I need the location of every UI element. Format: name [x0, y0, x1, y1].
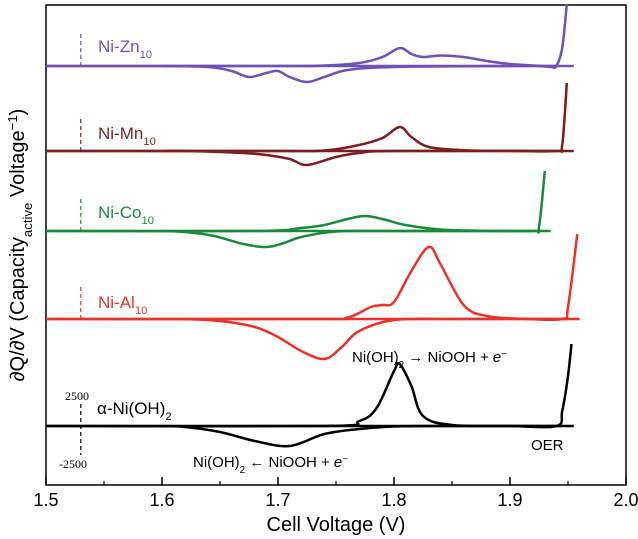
scale-bar-top-label: 2500: [65, 389, 89, 403]
series-ni-zn-discharge-line: [161, 64, 557, 84]
annotations: Ni(OH)2 → NiOOH + e− Ni(OH)2 ← NiOOH + e−…: [193, 349, 564, 476]
series-ni-mn-discharge-line: [161, 149, 557, 167]
y-axis-label: ∂Q/∂V (Capacityactive Voltage−1): [5, 109, 35, 382]
series-ni-oh-discharge-line: [161, 424, 563, 448]
annotation-reduction: Ni(OH)2 ← NiOOH + e−: [193, 454, 348, 476]
x-tick-label: 2.0: [613, 490, 638, 510]
x-tick-label: 1.7: [265, 490, 290, 510]
series-label-ni-oh: α-Ni(OH)2: [97, 399, 172, 423]
series-label-ni-mn: Ni-Mn10: [98, 124, 156, 148]
x-axis: 1.5 1.6 1.7 1.8 1.9 2.0: [33, 477, 638, 510]
series-ni-zn-charge-line: [45, 3, 569, 69]
scale-bar-bottom-label: -2500: [59, 457, 87, 471]
annotation-oer: OER: [531, 437, 564, 454]
series-ni-co-charge-line: [45, 170, 547, 234]
annotation-oxidation: Ni(OH)2 → NiOOH + e−: [352, 349, 507, 371]
series-layer: [45, 3, 580, 448]
series-label-ni-zn: Ni-Zn10: [98, 37, 152, 61]
x-tick-label: 1.8: [381, 490, 406, 510]
labels-layer: Ni-Zn10 Ni-Mn10 Ni-Co10 Ni-Al10 α-Ni(OH)2 250…: [59, 37, 172, 471]
x-axis-label: Cell Voltage (V): [267, 514, 406, 536]
series-label-ni-co: Ni-Co10: [98, 203, 154, 227]
x-tick-label: 1.5: [33, 490, 58, 510]
series-label-ni-al: Ni-Al10: [98, 293, 147, 317]
x-tick-label: 1.9: [497, 490, 522, 510]
x-tick-label: 1.6: [149, 490, 174, 510]
series-ni-co-discharge-line: [161, 229, 534, 249]
